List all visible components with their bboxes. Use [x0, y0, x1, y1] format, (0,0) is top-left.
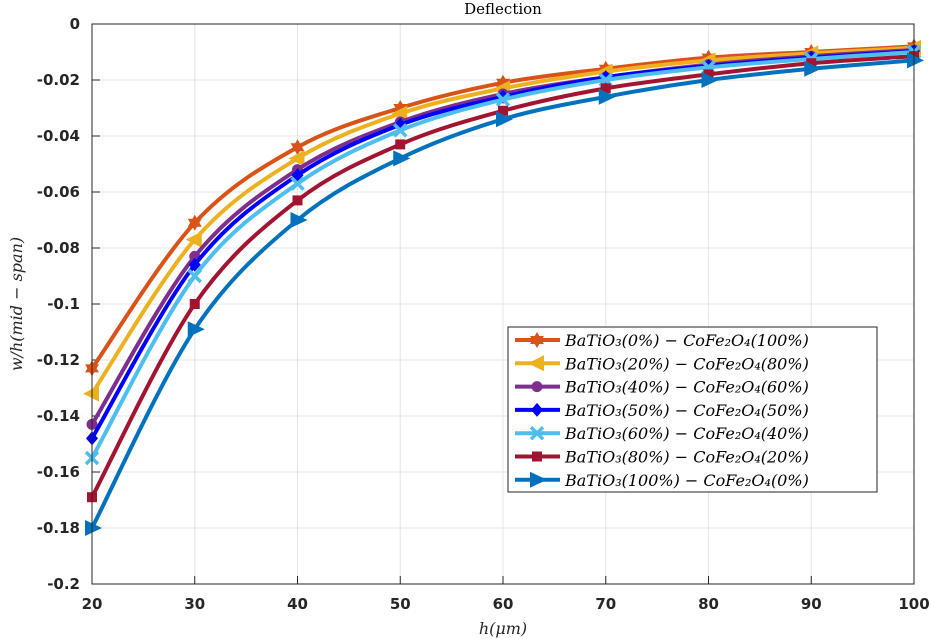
y-tick-label: -0.18: [37, 519, 80, 537]
marker-hexagram: [187, 214, 202, 231]
y-tick-label: -0.04: [37, 127, 80, 145]
x-tick-label: 30: [184, 595, 205, 613]
hexagram-part: [290, 143, 305, 156]
series-line: [90, 58, 915, 529]
marker-square: [532, 451, 542, 462]
x-tick-label: 90: [801, 595, 822, 613]
marker-square: [703, 69, 714, 80]
marker-square: [395, 139, 406, 150]
legend-label: BaTiO₃(60%) − CoFe₂O₄(40%): [564, 424, 809, 443]
legend-entry: BaTiO₃(20%) − CoFe₂O₄(80%): [515, 354, 809, 373]
marker-triangle-left: [528, 355, 544, 372]
marker-triangle-right: [187, 321, 205, 338]
marker-square: [498, 105, 508, 116]
marker-triangle-right: [496, 111, 513, 128]
x-tick-label: 60: [493, 595, 514, 613]
y-tick-label: -0.08: [37, 239, 80, 257]
legend-label: BaTiO₃(40%) − CoFe₂O₄(60%): [564, 378, 809, 397]
legend-entry: BaTiO₃(100%) − CoFe₂O₄(0%): [515, 471, 809, 490]
y-tick-label: -0.12: [37, 351, 80, 369]
hexagram-part: [530, 336, 544, 348]
legend-entry: BaTiO₃(60%) − CoFe₂O₄(40%): [515, 424, 809, 443]
legend-entry: BaTiO₃(50%) − CoFe₂O₄(50%): [515, 401, 809, 420]
marker-diamond: [531, 402, 543, 417]
x-tick-label: 20: [82, 595, 103, 613]
hexagram-part: [187, 218, 202, 231]
marker-triangle-right: [804, 60, 822, 77]
plot-frame: [91, 23, 915, 585]
y-tick-label: -0.14: [37, 407, 80, 425]
legend-label: BaTiO₃(80%) − CoFe₂O₄(20%): [564, 448, 809, 467]
legend-entry: BaTiO₃(0%) − CoFe₂O₄(100%): [515, 331, 809, 350]
marker-triangle-right: [85, 520, 102, 536]
legend-label: BaTiO₃(50%) − CoFe₂O₄(50%): [564, 401, 809, 420]
marker-hexagram: [530, 332, 544, 348]
tick-labels: 20 30 40 50 60 70 80 90 100 0 -0.02 -0.04 -0.06 -0.08…: [37, 15, 930, 613]
y-axis-label: w/h(mid − span): [7, 237, 26, 371]
marker-square: [806, 58, 817, 69]
marker-triangle-right: [393, 150, 411, 167]
marker-square: [600, 83, 611, 94]
x-tick-label: 50: [390, 595, 411, 613]
legend-entry: BaTiO₃(80%) − CoFe₂O₄(20%): [515, 448, 809, 467]
legend-entry: BaTiO₃(40%) − CoFe₂O₄(60%): [515, 378, 809, 397]
marker-x: [393, 123, 408, 138]
marker-diamond: [188, 257, 201, 272]
y-tick-label: -0.02: [37, 71, 80, 89]
series-line: [90, 45, 915, 395]
legend-label: BaTiO₃(20%) − CoFe₂O₄(80%): [564, 354, 809, 373]
y-tick-label: -0.16: [37, 463, 80, 481]
marker-triangle-right: [530, 471, 547, 488]
y-tick-label: -0.06: [37, 183, 80, 201]
marker-square: [292, 195, 303, 206]
marker-hexagram: [290, 139, 305, 156]
marker-square: [189, 299, 200, 309]
y-tick-label: 0: [70, 15, 80, 33]
x-tick-label: 40: [287, 595, 308, 613]
marker-triangle-right: [701, 72, 719, 88]
y-tick-label: -0.1: [47, 295, 80, 313]
legend: BaTiO₃(0%) − CoFe₂O₄(100%) BaTiO₃(20%) − …: [507, 326, 878, 493]
marker-x: [529, 425, 545, 441]
marker-triangle-right: [598, 88, 616, 105]
marker-triangle-left: [83, 385, 99, 402]
marker-circle: [531, 381, 543, 393]
chart-title: Deflection: [464, 0, 542, 18]
marker-x: [187, 268, 202, 284]
marker-x: [290, 176, 305, 191]
series-lines: [83, 38, 924, 536]
x-tick-label: 70: [595, 595, 616, 613]
x-tick-label: 100: [898, 595, 929, 613]
marker-x: [495, 92, 511, 107]
marker-triangle-right: [907, 52, 924, 69]
legend-label: BaTiO₃(100%) − CoFe₂O₄(0%): [564, 471, 809, 490]
marker-triangle-left: [185, 231, 202, 248]
series-7: [85, 52, 924, 536]
legend-label: BaTiO₃(0%) − CoFe₂O₄(100%): [564, 331, 809, 350]
marker-triangle-right: [290, 212, 308, 228]
y-tick-label: -0.2: [47, 575, 80, 593]
x-axis-label: h(μm): [479, 619, 527, 638]
marker-triangle-left: [288, 150, 305, 167]
x-tick-label: 80: [698, 595, 719, 613]
